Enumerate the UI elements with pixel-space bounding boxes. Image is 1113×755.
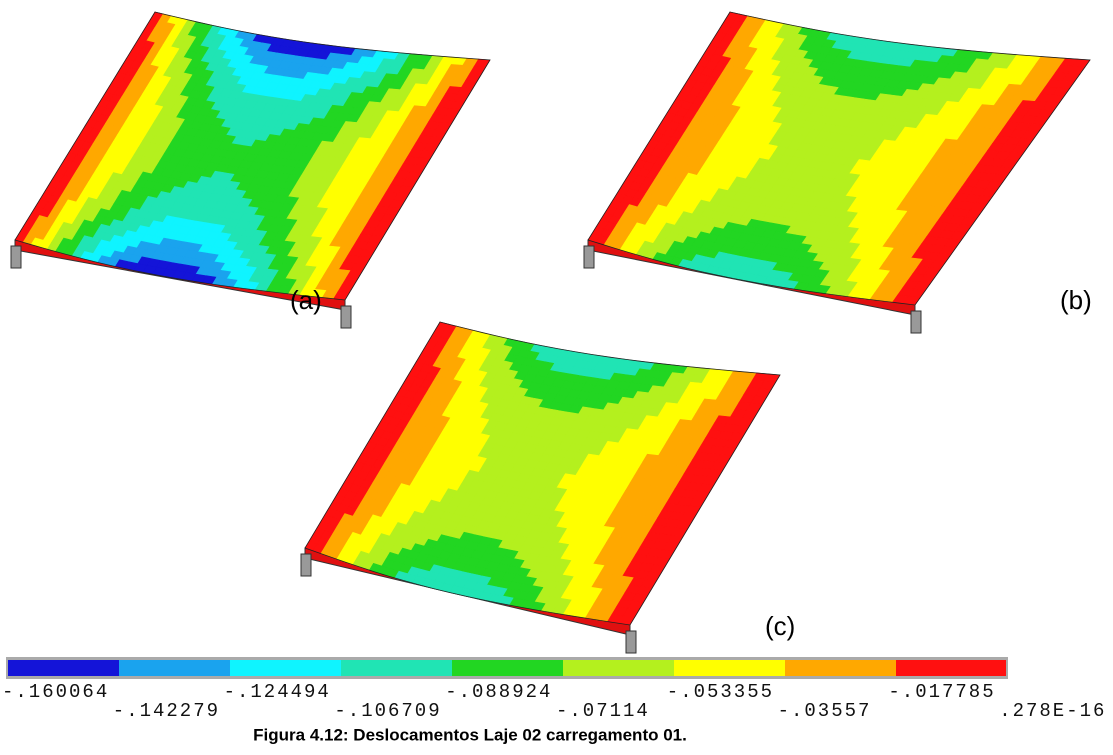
slab	[584, 12, 1090, 333]
panel-label: (b)	[1060, 285, 1092, 315]
slab	[11, 12, 490, 328]
colorbar-label: -.160064	[2, 681, 109, 703]
colorbar-label: -.124494	[224, 681, 331, 703]
support	[301, 554, 311, 576]
colorbar-labels: -.160064-.142279-.124494-.106709-.088924…	[2, 681, 1106, 722]
panel-label: (a)	[290, 285, 322, 315]
slab	[301, 322, 780, 653]
colorbar-swatch	[896, 660, 1006, 676]
colorbar-swatch	[341, 660, 452, 676]
colorbar-label: -.106709	[334, 700, 441, 722]
colorbar-label: .278E-16	[999, 700, 1106, 722]
colorbar-swatch	[452, 660, 563, 676]
colorbar-label: -.088924	[445, 681, 552, 703]
colorbar-label: -.03557	[778, 700, 872, 722]
support	[584, 246, 594, 268]
colorbar-swatch	[119, 660, 230, 676]
colorbar-swatch	[230, 660, 341, 676]
contour-plots	[11, 12, 1090, 653]
figure-canvas: (a) (b) (c) -.160064-.142279-.124494-.10…	[0, 0, 1113, 755]
support	[911, 311, 921, 333]
colorbar-label: -.142279	[113, 700, 220, 722]
colorbar-label: -.053355	[667, 681, 774, 703]
caption: Figura 4.12: Deslocamentos Laje 02 carre…	[253, 725, 687, 744]
colorbar-label: -.017785	[888, 681, 995, 703]
support	[626, 631, 636, 653]
colorbar-swatch	[8, 660, 119, 676]
colorbar-swatch	[674, 660, 785, 676]
colorbar-swatch	[785, 660, 896, 676]
support	[11, 246, 21, 268]
figure: (a) (b) (c) -.160064-.142279-.124494-.10…	[0, 0, 1113, 755]
support	[341, 306, 351, 328]
colorbar	[6, 657, 1008, 679]
colorbar-swatch	[563, 660, 674, 676]
panel-label: (c)	[765, 611, 795, 641]
colorbar-label: -.07114	[556, 700, 650, 722]
